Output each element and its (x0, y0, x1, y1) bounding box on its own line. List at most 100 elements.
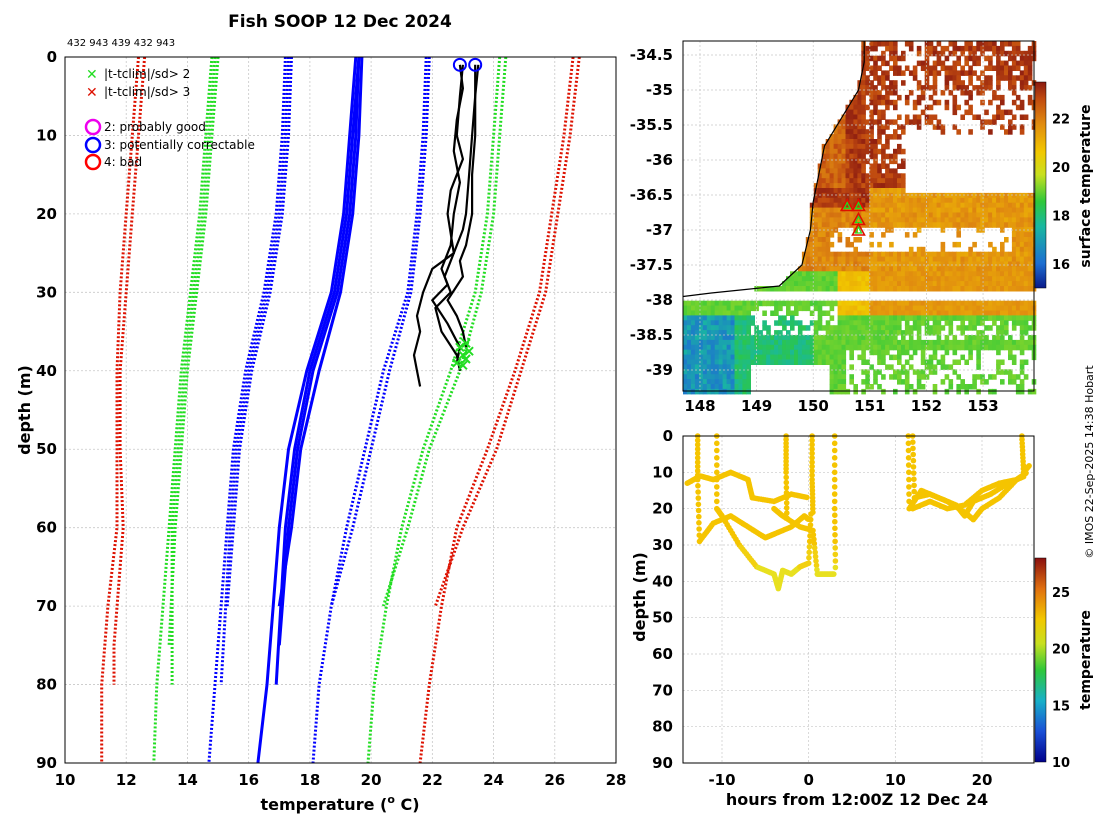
sst-cell (916, 369, 922, 375)
sst-cell (912, 70, 918, 76)
sst-cell (865, 212, 870, 218)
sst-cell (996, 310, 1001, 316)
sst-cell (694, 315, 700, 321)
sst-cell (841, 281, 847, 287)
sst-cell (849, 99, 854, 106)
sst-cell (976, 90, 981, 96)
sst-cell (901, 344, 906, 351)
sst-cell (837, 286, 843, 292)
sst-cell (794, 300, 799, 307)
sst-cell (912, 232, 918, 238)
sst-cell (992, 388, 997, 395)
sst-cell (940, 65, 946, 71)
sst-cell (690, 344, 696, 351)
sst-cell (790, 359, 795, 365)
sst-cell (770, 339, 775, 346)
sst-cell (841, 384, 847, 390)
sst-cell (960, 310, 965, 316)
sst-cell (940, 310, 946, 316)
sst-cell (893, 202, 898, 209)
sst-cell (786, 286, 791, 292)
sst-cell (988, 286, 993, 292)
sst-cell (841, 359, 847, 365)
depth-point (832, 545, 838, 551)
sst-cell (916, 374, 922, 380)
sst-cell (1027, 197, 1033, 204)
sst-cell (1000, 70, 1005, 76)
depth-point (714, 462, 720, 468)
sst-cell (837, 330, 843, 336)
sst-cell (1008, 344, 1013, 351)
sst-cell (980, 344, 985, 351)
sst-cell (920, 202, 926, 209)
climatology-sd1-upper-2 (311, 56, 428, 764)
sst-cell (893, 320, 898, 326)
sst-cell (976, 207, 981, 214)
sst-cell (821, 212, 827, 218)
sst-cell (857, 148, 862, 155)
sst-cell (1019, 276, 1025, 282)
sst-cell (865, 374, 870, 380)
sst-cell (885, 222, 890, 228)
sst-cell (984, 212, 989, 218)
sst-cell (976, 256, 981, 263)
sst-cell (857, 178, 862, 184)
sst-cell (813, 325, 819, 331)
sst-cell (1011, 197, 1017, 204)
sst-cell (1015, 202, 1021, 209)
sst-cell (1027, 222, 1033, 228)
sst-cell (718, 364, 724, 370)
sst-cell (948, 286, 954, 292)
sst-cell (849, 281, 854, 287)
sst-cell (861, 212, 866, 218)
x-tick-label: 20 (361, 771, 382, 789)
sst-cell (865, 85, 870, 91)
sst-cell (817, 344, 823, 351)
sst-cell (722, 305, 728, 312)
sst-cell (873, 99, 878, 106)
sst-cell (833, 207, 839, 214)
sst-cell (833, 178, 839, 184)
sst-cell (742, 354, 747, 361)
sst-cell (889, 45, 894, 52)
climatology-mean-2 (277, 56, 361, 646)
sst-cell (714, 330, 720, 336)
sst-cell (801, 300, 807, 307)
sst-cell (881, 143, 886, 150)
sst-cell (869, 119, 874, 125)
sst-cell (790, 349, 795, 356)
sst-cell (1000, 114, 1005, 120)
sst-cell (841, 315, 847, 321)
sst-cell (992, 305, 997, 312)
sst-cell (857, 143, 862, 150)
sst-cell (920, 222, 926, 228)
sst-cell (873, 330, 878, 336)
sst-cell (972, 114, 977, 120)
sst-cell (889, 50, 894, 57)
sst-cell (869, 173, 874, 179)
sst-cell (924, 320, 930, 326)
sst-cell (928, 41, 934, 47)
sst-cell (1004, 202, 1009, 209)
sst-cell (996, 114, 1001, 120)
sst-cell (904, 339, 910, 346)
sst-cell (897, 163, 902, 169)
sst-cell (948, 281, 954, 287)
sst-cell (916, 325, 922, 331)
sst-cell (956, 212, 961, 218)
sst-cell (687, 315, 692, 321)
sst-cell (809, 222, 815, 228)
sst-cell (996, 339, 1001, 346)
sst-cell (1011, 339, 1017, 346)
sst-cell (794, 339, 799, 346)
sst-cell (690, 364, 696, 370)
sst-cell (778, 344, 783, 351)
sst-cell (996, 50, 1001, 57)
sst-cell (821, 281, 827, 287)
sst-cell (813, 335, 819, 341)
sst-cell (829, 261, 835, 267)
sst-cell (841, 379, 847, 385)
sst-cell (885, 300, 890, 307)
sst-cell (912, 281, 918, 287)
sst-cell (944, 65, 950, 71)
